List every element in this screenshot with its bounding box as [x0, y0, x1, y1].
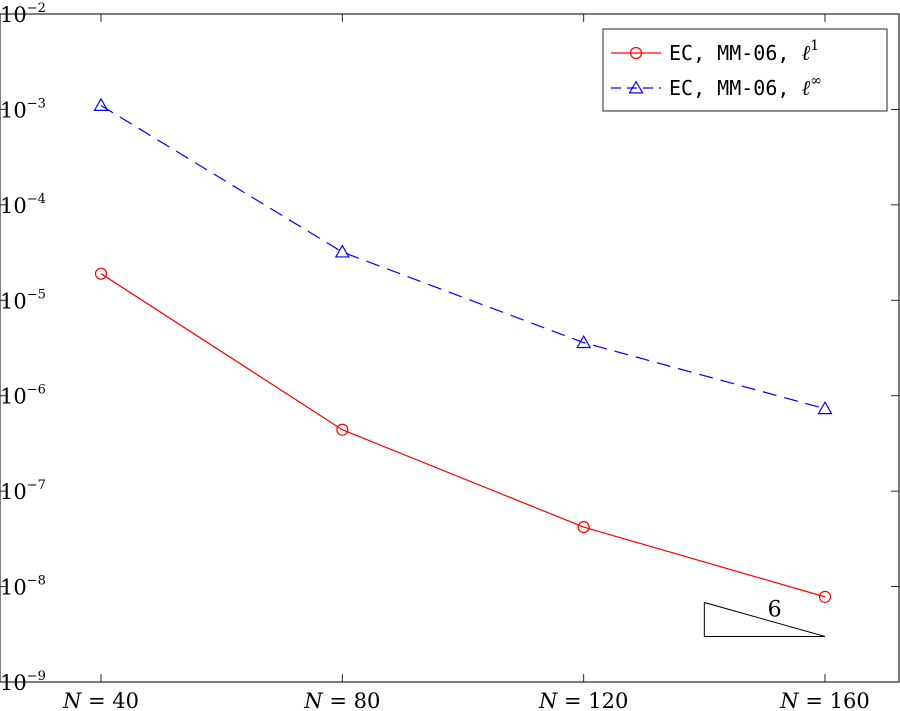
series-line-2 — [100, 104, 826, 410]
x-tick-variable: N — [62, 689, 82, 711]
x-tick-value: = 120 — [557, 689, 628, 711]
series-1-point — [577, 520, 590, 534]
legend-marker-1 — [629, 46, 643, 60]
slope-label: 6 — [768, 597, 782, 622]
legend-marker-2 — [628, 80, 644, 94]
y-tick-exponent: −6 — [27, 383, 46, 398]
legend-label: EC, MM-06, — [669, 76, 801, 100]
y-tick-exponent: −4 — [27, 192, 46, 207]
y-tick-label: 10−2 — [0, 1, 46, 27]
y-tick-base: 10 — [0, 3, 27, 27]
x-axis-tick-labels: N = 40 N = 80 N = 120 N = 160 — [62, 689, 870, 711]
series-1-point — [94, 267, 108, 280]
series-1-point — [336, 423, 349, 436]
legend-symbol: ℓ — [801, 76, 810, 100]
y-tick-base: 10 — [0, 671, 27, 695]
y-tick-base: 10 — [0, 194, 27, 218]
y-axis-tick-labels: 10−210−310−410−510−610−710−810−9 — [0, 1, 46, 695]
plot-area — [0, 13, 900, 683]
y-tick-label: 10−9 — [0, 669, 46, 695]
y-tick-label: 10−3 — [0, 96, 46, 122]
y-tick-label: 10−7 — [0, 478, 46, 504]
y-tick-label: 10−8 — [0, 574, 46, 600]
series-2-point — [576, 334, 592, 349]
series-line-1 — [100, 273, 826, 598]
y-tick-base: 10 — [0, 480, 27, 504]
legend-superscript: ∞ — [810, 73, 822, 89]
slope-triangle-shape — [703, 601, 826, 637]
y-tick-label: 10−4 — [0, 192, 46, 218]
legend-entry-2: EC, MM-06, ℓ∞ — [669, 73, 822, 100]
y-tick-base: 10 — [0, 98, 27, 122]
x-tick-value: = 160 — [799, 689, 870, 711]
y-tick-exponent: −7 — [27, 478, 46, 493]
legend-superscript: 1 — [810, 38, 819, 54]
legend-box — [602, 28, 888, 112]
data-series — [93, 97, 833, 603]
y-tick-exponent: −3 — [27, 96, 46, 111]
legend-label: EC, MM-06, — [669, 41, 801, 65]
legend-symbol: ℓ — [801, 41, 810, 65]
series-1-point — [818, 590, 832, 603]
y-tick-label: 10−5 — [0, 287, 46, 313]
y-tick-exponent: −8 — [27, 574, 46, 589]
series-2-point — [334, 244, 350, 258]
y-tick-base: 10 — [0, 385, 27, 409]
x-tick-value: = 80 — [323, 689, 381, 711]
series-2-point — [93, 97, 109, 111]
y-tick-exponent: −2 — [27, 1, 46, 16]
x-tick-variable: N — [779, 689, 799, 711]
y-tick-label: 10−6 — [0, 383, 46, 409]
axis-ticks — [0, 13, 899, 683]
y-tick-exponent: −5 — [27, 287, 46, 302]
x-tick-label: N = 40 — [62, 689, 139, 711]
x-tick-variable: N — [303, 689, 323, 711]
y-tick-base: 10 — [0, 289, 27, 313]
slope-triangle: 6 — [703, 597, 826, 637]
legend-entry-1: EC, MM-06, ℓ1 — [669, 38, 819, 65]
x-tick-label: N = 80 — [303, 689, 380, 711]
series-2-point — [817, 401, 833, 415]
y-tick-base: 10 — [0, 576, 27, 600]
x-tick-label: N = 120 — [538, 689, 628, 711]
x-tick-label: N = 160 — [779, 689, 869, 711]
x-tick-value: = 40 — [81, 689, 139, 711]
y-tick-exponent: −9 — [27, 669, 46, 684]
x-tick-variable: N — [538, 689, 558, 711]
